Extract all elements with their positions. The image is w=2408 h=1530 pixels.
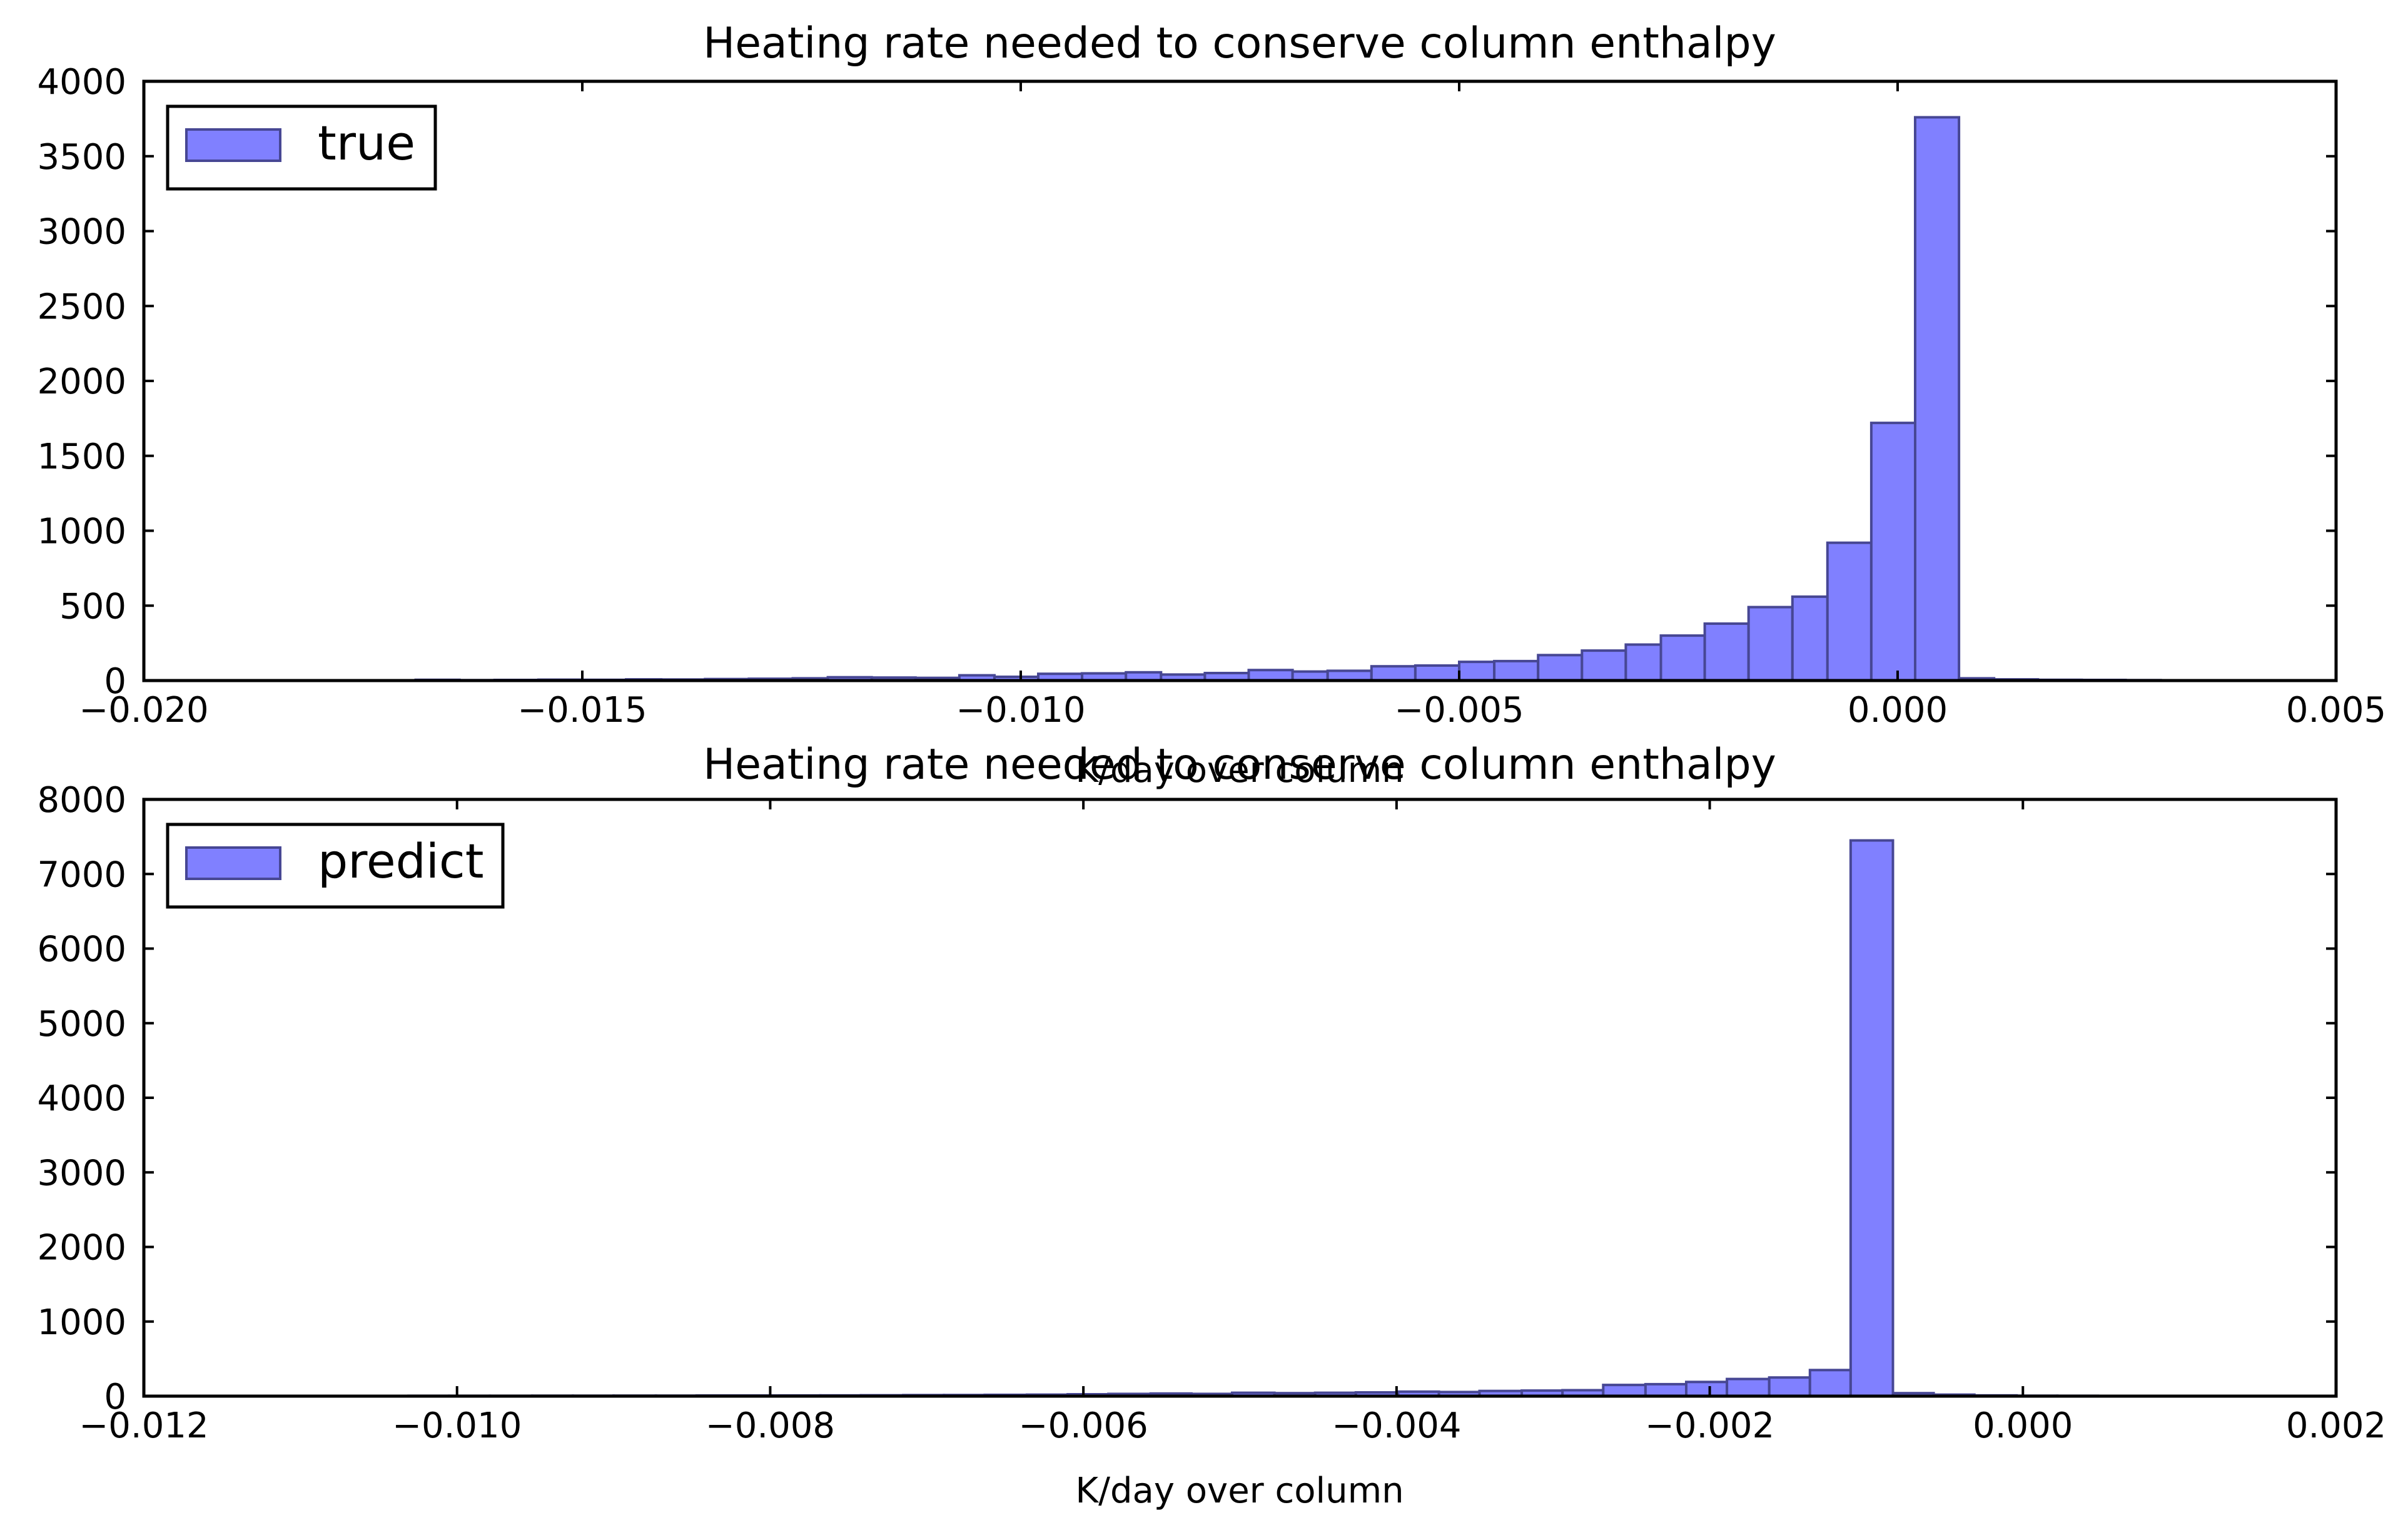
- x-tick-label: −0.010: [392, 1406, 522, 1446]
- y-tick-label: 0: [104, 1377, 126, 1417]
- y-tick-label: 4000: [37, 62, 126, 103]
- histogram-bar: [1747, 605, 1794, 682]
- x-tick-label: −0.002: [1645, 1406, 1774, 1446]
- y-tick-label: 2000: [37, 362, 126, 402]
- y-tick-label: 3000: [37, 212, 126, 253]
- legend-swatch: [185, 128, 281, 162]
- histogram-bar: [1414, 664, 1460, 682]
- histogram-bar: [1458, 661, 1496, 682]
- y-tick-label: 2000: [37, 1228, 126, 1269]
- x-tick-label: −0.005: [1394, 690, 1524, 731]
- y-tick-label: 4000: [37, 1078, 126, 1119]
- x-tick-label: 0.005: [2286, 690, 2386, 731]
- histogram-bar: [1247, 669, 1294, 682]
- histogram-bar: [1914, 116, 1961, 682]
- y-tick-label: 1000: [37, 512, 126, 552]
- x-tick-label: −0.015: [517, 690, 647, 731]
- histogram-bar: [1581, 649, 1627, 682]
- x-tick-label: −0.004: [1332, 1406, 1461, 1446]
- histogram-bar: [1493, 659, 1540, 682]
- histogram-bar: [1808, 1369, 1852, 1398]
- histogram-bar: [1703, 622, 1750, 682]
- x-tick-label: 0.000: [1973, 1406, 2073, 1446]
- y-tick-label: 0: [104, 661, 126, 702]
- y-tick-label: 2500: [37, 286, 126, 327]
- histogram-bar: [1869, 422, 1916, 682]
- x-axis-label: K/day over column: [1075, 1471, 1404, 1511]
- x-tick-label: −0.008: [706, 1406, 835, 1446]
- histogram-bar: [1537, 654, 1584, 682]
- y-tick-label: 500: [59, 586, 126, 627]
- legend-label: predict: [318, 833, 484, 889]
- x-tick-label: −0.012: [79, 1406, 208, 1446]
- histogram-bar: [1768, 1376, 1811, 1397]
- bars-true: [414, 116, 2162, 682]
- histogram-bar: [1624, 643, 1662, 682]
- histogram-bar: [1644, 1382, 1687, 1397]
- x-tick-label: −0.010: [956, 690, 1085, 731]
- x-tick-label: 0.000: [1848, 690, 1948, 731]
- histogram-bar: [1659, 634, 1706, 682]
- legend-swatch: [185, 846, 281, 880]
- histogram-bar: [1826, 541, 1873, 682]
- histogram-bar: [1791, 595, 1829, 682]
- legend-label: true: [318, 115, 415, 171]
- x-axis-label: K/day over column: [1075, 750, 1404, 791]
- legend: predict: [166, 823, 505, 909]
- histogram-bar: [1370, 665, 1417, 682]
- y-tick-label: 1500: [37, 437, 126, 477]
- panel-true: Heating rate needed to conserve column e…: [37, 19, 2386, 791]
- ticks-predict: −0.012 −0.010 −0.008 −0.006 −0.004 −0.002 0.00…: [37, 780, 2386, 1446]
- chart-title: Heating rate needed to conserve column e…: [703, 19, 1776, 68]
- plot-area-frame: [142, 798, 2338, 1398]
- y-tick-label: 7000: [37, 854, 126, 895]
- histogram-bar: [1685, 1381, 1729, 1398]
- plot-area-frame: [142, 79, 2338, 682]
- y-tick-label: 3000: [37, 1153, 126, 1193]
- y-tick-label: 8000: [37, 780, 126, 821]
- histogram-bar: [1726, 1377, 1771, 1398]
- histogram-bar: [1849, 839, 1895, 1397]
- x-tick-label: 0.002: [2286, 1406, 2386, 1446]
- histogram-bar: [1602, 1384, 1647, 1398]
- y-tick-label: 3500: [37, 137, 126, 178]
- x-tick-label: −0.006: [1019, 1406, 1148, 1446]
- chart-title: Heating rate needed to conserve column e…: [703, 740, 1776, 789]
- x-tick-label: −0.020: [79, 690, 208, 731]
- y-tick-label: 5000: [37, 1004, 126, 1045]
- ticks-true: −0.020 −0.015 −0.010 −0.005 0.000 0.005 0 500 10…: [37, 62, 2386, 731]
- legend: true: [166, 104, 437, 191]
- y-tick-label: 1000: [37, 1302, 126, 1343]
- panel-predict: Heating rate needed to conserve column e…: [37, 740, 2386, 1511]
- y-tick-label: 6000: [37, 930, 126, 970]
